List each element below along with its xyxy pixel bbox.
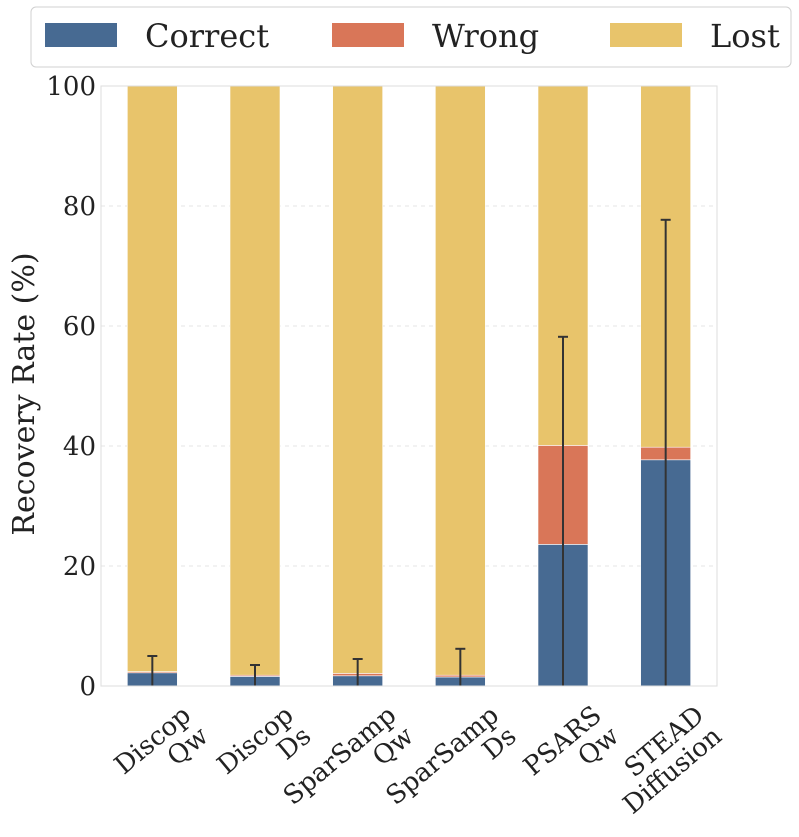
axes: 0 20 40 60 80 100 bbox=[46, 72, 718, 702]
error-bar bbox=[558, 335, 568, 686]
error-bar bbox=[352, 658, 363, 686]
error-bar bbox=[660, 218, 671, 686]
legend-swatch bbox=[332, 23, 404, 47]
x-tick-label: SparSampQw bbox=[278, 700, 420, 832]
legend-label: Wrong bbox=[432, 17, 539, 55]
error-bar bbox=[455, 647, 466, 686]
error-bar bbox=[250, 664, 260, 686]
legend: Correct Wrong Lost bbox=[30, 6, 792, 68]
y-tick-label: 0 bbox=[79, 672, 96, 702]
x-tick-label: STEADDiffusion bbox=[600, 700, 728, 820]
y-tick-label: 20 bbox=[63, 552, 96, 582]
y-tick-label: 80 bbox=[63, 192, 96, 222]
bar-segment-lost bbox=[127, 85, 178, 672]
legend-swatch bbox=[610, 23, 682, 47]
plot-frame bbox=[100, 85, 718, 687]
bar-segment-lost bbox=[229, 85, 281, 676]
bar-segment-lost bbox=[435, 85, 486, 676]
x-tick-label: DiscopQw bbox=[109, 700, 214, 801]
legend-frame bbox=[30, 6, 792, 68]
x-tick-label: PSARSQw bbox=[518, 700, 625, 803]
bars bbox=[127, 85, 691, 687]
bar-segment-lost bbox=[332, 85, 383, 674]
legend-item-correct: Correct bbox=[45, 17, 269, 55]
error-bars bbox=[147, 218, 671, 686]
grid bbox=[101, 85, 717, 687]
x-tick-labels: DiscopQwDiscopDsSparSampQwSparSampDsPSAR… bbox=[109, 700, 728, 832]
legend-swatch bbox=[45, 23, 117, 47]
legend-label: Correct bbox=[145, 17, 269, 55]
y-tick-label: 100 bbox=[46, 72, 96, 102]
y-tick-label: 40 bbox=[63, 432, 96, 462]
y-tick-label: 60 bbox=[63, 312, 96, 342]
error-bar bbox=[147, 655, 158, 686]
y-axis-label: Recovery Rate (%) bbox=[7, 252, 42, 535]
legend-item-lost: Lost bbox=[610, 17, 780, 55]
legend-item-wrong: Wrong bbox=[332, 17, 539, 55]
x-tick-label: SparSampDs bbox=[381, 700, 523, 832]
legend-label: Lost bbox=[710, 17, 780, 55]
